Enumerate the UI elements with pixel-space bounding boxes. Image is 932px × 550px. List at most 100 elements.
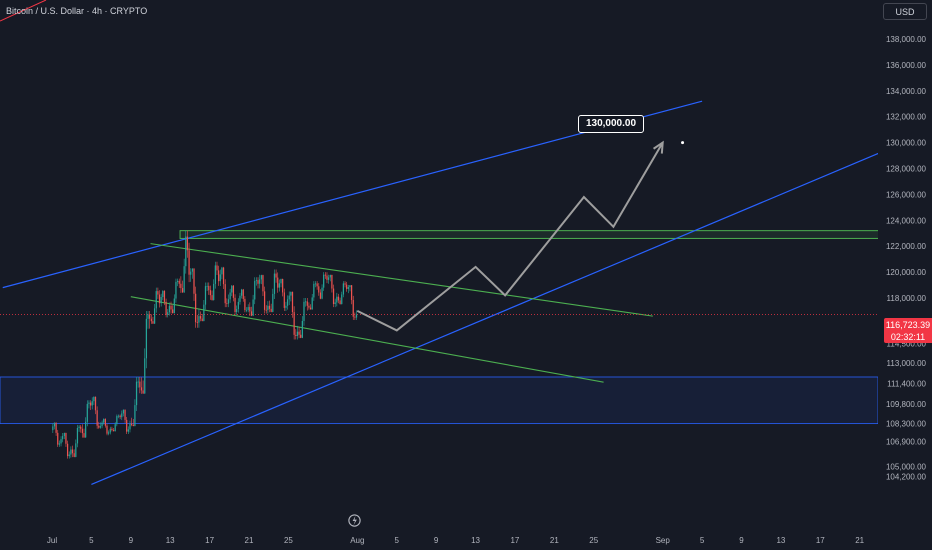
candle bbox=[176, 278, 179, 287]
candle bbox=[324, 272, 326, 279]
candle-body bbox=[153, 308, 156, 324]
price-axis-background bbox=[878, 0, 932, 550]
candle-body bbox=[242, 289, 244, 299]
candle-body bbox=[175, 281, 177, 299]
candle-body bbox=[181, 288, 184, 293]
candle bbox=[190, 268, 192, 282]
candle-body bbox=[262, 275, 264, 292]
candle-body bbox=[188, 250, 190, 275]
candle-body bbox=[186, 236, 189, 251]
candle bbox=[160, 293, 162, 307]
candle bbox=[142, 380, 144, 394]
candle bbox=[73, 449, 75, 458]
time-axis[interactable]: Jul 5 9 13 17 21 25 Aug 5 9 13 17 21 25 Sep 5 9 13 17 21 bbox=[0, 530, 878, 550]
candle bbox=[227, 294, 230, 308]
candle-body bbox=[327, 277, 330, 280]
candle-body bbox=[103, 418, 105, 423]
candle bbox=[337, 293, 340, 304]
time-tick-label: 17 bbox=[510, 536, 519, 545]
bar-countdown: 02:32:11 bbox=[890, 332, 926, 342]
price-axis[interactable]: 138,000.00 136,000.00 134,000.00 132,000.00… bbox=[878, 0, 932, 550]
candle bbox=[83, 428, 85, 438]
candle-body bbox=[63, 432, 65, 437]
candle bbox=[121, 410, 123, 421]
candle bbox=[108, 430, 110, 436]
candle bbox=[103, 418, 105, 425]
candle bbox=[213, 279, 215, 301]
candle-body bbox=[273, 273, 276, 294]
candle bbox=[99, 422, 102, 429]
candle-body bbox=[214, 265, 216, 284]
candle-body bbox=[285, 305, 287, 308]
candle bbox=[305, 298, 307, 307]
candle bbox=[195, 286, 197, 328]
candle bbox=[145, 310, 148, 369]
candle-body bbox=[139, 381, 141, 388]
candle-body bbox=[305, 301, 307, 303]
candle-body bbox=[255, 280, 258, 281]
candle-body bbox=[99, 426, 102, 428]
candle bbox=[63, 432, 65, 440]
candle-body bbox=[286, 299, 289, 306]
candle-body bbox=[324, 274, 326, 276]
candle bbox=[311, 294, 313, 310]
candle bbox=[153, 304, 156, 324]
candle bbox=[144, 348, 146, 394]
candle bbox=[94, 396, 97, 415]
candle bbox=[219, 269, 221, 286]
candle-body bbox=[126, 419, 128, 432]
candle-body bbox=[193, 268, 195, 294]
candle-body bbox=[106, 425, 108, 434]
candle-body bbox=[301, 320, 303, 338]
candle-body bbox=[245, 309, 248, 311]
candle-body bbox=[334, 302, 336, 304]
currency-button[interactable]: USD bbox=[883, 3, 927, 20]
candle bbox=[173, 294, 175, 314]
candle-body bbox=[208, 285, 210, 291]
candle bbox=[140, 377, 143, 394]
candle bbox=[278, 279, 280, 292]
last-price-value: 116,723.39 bbox=[885, 320, 931, 330]
candle bbox=[203, 299, 205, 322]
candle-body bbox=[226, 303, 228, 305]
candle-body bbox=[300, 334, 302, 338]
candle bbox=[191, 268, 193, 279]
candle-body bbox=[295, 334, 297, 336]
candle bbox=[209, 285, 212, 300]
candle-body bbox=[321, 287, 323, 299]
candle bbox=[339, 297, 341, 305]
tradingview-logo-icon[interactable] bbox=[347, 513, 362, 528]
price-tick-label: 126,000.00 bbox=[886, 190, 927, 199]
candle-body bbox=[191, 268, 193, 272]
candle-body bbox=[198, 316, 200, 323]
candle bbox=[216, 261, 218, 276]
candle bbox=[273, 269, 276, 300]
candle-body bbox=[180, 283, 182, 289]
candle bbox=[262, 274, 264, 297]
candle bbox=[277, 272, 279, 293]
candle-body bbox=[121, 413, 123, 418]
candle-body bbox=[336, 296, 338, 303]
candle-body bbox=[57, 432, 59, 445]
candle-body bbox=[88, 402, 90, 404]
candle-body bbox=[160, 297, 162, 304]
candle-body bbox=[244, 298, 246, 311]
candle-body bbox=[78, 426, 80, 428]
candle-body bbox=[149, 314, 151, 319]
candle bbox=[254, 277, 256, 305]
candle-body bbox=[250, 311, 253, 316]
candle-body bbox=[229, 292, 231, 300]
price-tick-label: 122,000.00 bbox=[886, 242, 927, 251]
candle-body bbox=[247, 307, 249, 310]
candle-body bbox=[83, 433, 85, 438]
candle-body bbox=[257, 280, 259, 284]
candle-body bbox=[293, 312, 295, 335]
candle-body bbox=[314, 283, 317, 285]
candle-body bbox=[209, 290, 212, 296]
candle bbox=[349, 285, 351, 292]
candle bbox=[57, 429, 59, 447]
price-tick-label: 134,000.00 bbox=[886, 87, 927, 96]
candle bbox=[268, 300, 271, 313]
